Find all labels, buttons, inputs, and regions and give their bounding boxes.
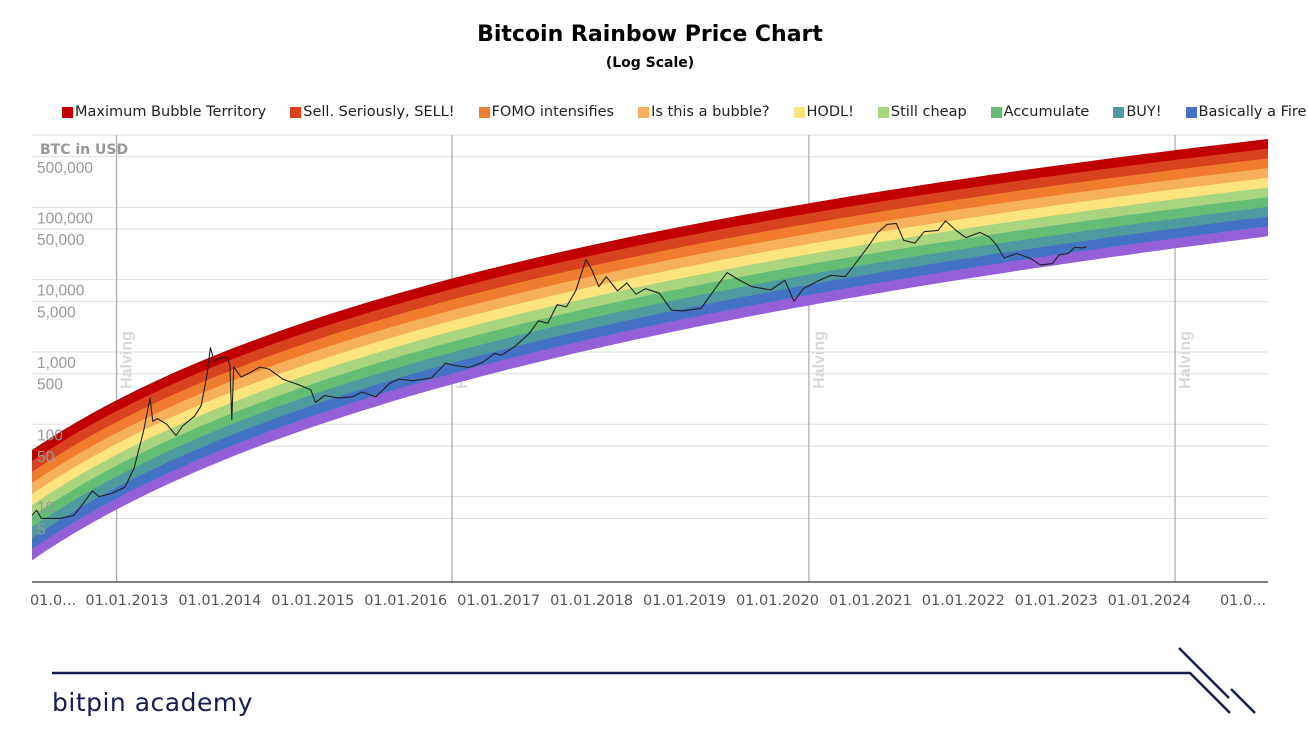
legend-item[interactable]: Accumulate: [990, 104, 1090, 120]
brand-name: bitpin academy: [52, 688, 254, 717]
legend-label: Still cheap: [890, 104, 967, 120]
x-tick-label: 01.01.2015: [271, 593, 354, 609]
brand-underline: [52, 671, 1231, 714]
legend-label: Maximum Bubble Territory: [75, 104, 267, 120]
legend-swatch: [638, 106, 650, 118]
legend-swatch: [290, 106, 302, 118]
x-tick-label: 01.01.2020: [736, 593, 819, 609]
legend-label: FOMO intensifies: [491, 104, 615, 120]
brand-logo-stroke: [1230, 688, 1256, 714]
y-tick-label: 100,000: [37, 210, 93, 227]
y-tick-label: 100: [37, 427, 63, 444]
x-tick-label: 01.01.2014: [178, 593, 261, 609]
legend-item[interactable]: Still cheap: [877, 104, 967, 120]
y-tick-label: 10,000: [37, 283, 85, 300]
x-tick-label: 01.01.2016: [364, 593, 447, 609]
y-tick-label: 5: [37, 521, 46, 538]
legend-item[interactable]: BUY!: [1113, 104, 1162, 120]
legend-swatch: [1113, 106, 1125, 118]
y-axis-title: BTC in USD: [40, 142, 128, 158]
x-tick-label: 01.01.2019: [643, 593, 726, 609]
x-tick-label: 01.01.2017: [457, 593, 540, 609]
legend-swatch: [478, 106, 490, 118]
legend-label: Basically a Fire Sale: [1198, 104, 1308, 120]
x-tick-label: 01.0...: [30, 593, 76, 609]
y-tick-label: 500: [37, 377, 63, 394]
y-tick-label: 50: [37, 449, 55, 466]
x-tick-label: 01.0...: [1220, 593, 1266, 609]
legend-swatch: [877, 106, 889, 118]
legend-label: HODL!: [806, 104, 854, 120]
legend-item[interactable]: Basically a Fire Sale: [1185, 104, 1308, 120]
legend-swatch: [1185, 106, 1197, 118]
legend-swatch: [62, 106, 73, 118]
brand-logo-stroke: [1178, 647, 1230, 699]
legend-swatch: [990, 106, 1002, 118]
legend-swatch: [793, 106, 805, 118]
y-tick-label: 5,000: [37, 304, 76, 321]
halving-label: Halving: [119, 331, 136, 389]
y-tick-label: 10: [37, 500, 55, 517]
legend-label: BUY!: [1126, 104, 1162, 120]
legend-item[interactable]: Maximum Bubble Territory: [62, 104, 266, 120]
halving-label: Halving: [1177, 331, 1194, 389]
x-tick-label: 01.01.2024: [1108, 593, 1191, 609]
legend-item[interactable]: Is this a bubble?: [638, 104, 770, 120]
legend-label: Is this a bubble?: [651, 104, 770, 120]
legend-item[interactable]: Sell. Seriously, SELL!: [290, 104, 455, 120]
legend-label: Accumulate: [1003, 104, 1090, 120]
y-tick-label: 1,000: [37, 355, 76, 372]
halving-label: Halving: [811, 331, 828, 389]
legend-label: Sell. Seriously, SELL!: [303, 104, 455, 120]
chart-title: Bitcoin Rainbow Price Chart: [477, 22, 823, 47]
legend-item[interactable]: FOMO intensifies: [478, 104, 615, 120]
legend-item[interactable]: HODL!: [793, 104, 854, 120]
x-tick-label: 01.01.2018: [550, 593, 633, 609]
x-tick-label: 01.01.2022: [922, 593, 1005, 609]
legend: Maximum Bubble Territory Sell. Seriously,…: [62, 104, 1308, 120]
x-tick-label: 01.01.2013: [85, 593, 168, 609]
x-tick-label: 01.01.2023: [1015, 593, 1098, 609]
chart-subtitle: (Log Scale): [605, 55, 695, 71]
y-tick-label: 50,000: [37, 232, 85, 249]
y-tick-label: 500,000: [37, 160, 93, 177]
x-tick-label: 01.01.2021: [829, 593, 912, 609]
price-line: [31, 220, 1087, 519]
